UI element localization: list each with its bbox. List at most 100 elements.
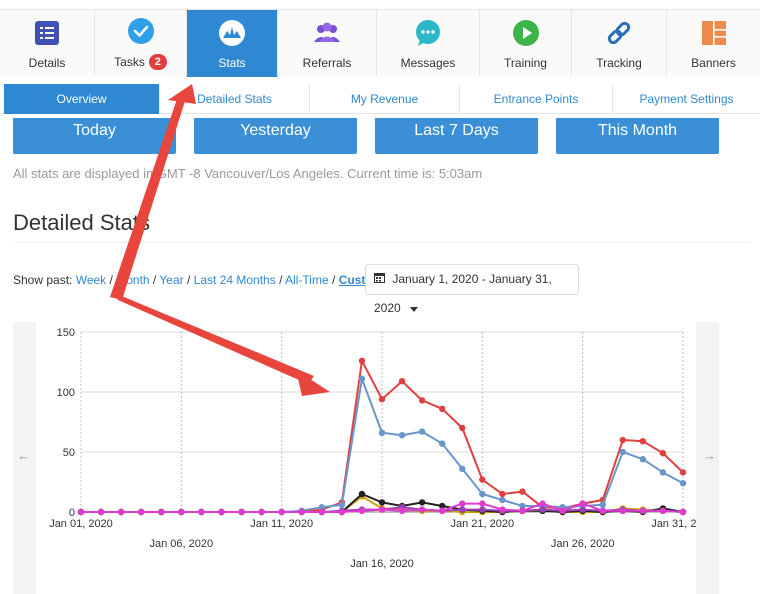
check-circle-icon xyxy=(126,16,156,46)
x-tick-label: Jan 21, 2020 xyxy=(451,518,515,530)
data-point xyxy=(479,500,486,507)
nav-label-tasks: Tasks 2 xyxy=(114,54,167,70)
data-point xyxy=(479,476,486,483)
nav-item-banners[interactable]: Banners xyxy=(667,10,760,77)
data-point xyxy=(679,469,687,476)
data-point xyxy=(138,508,145,516)
data-point xyxy=(499,506,506,513)
data-point xyxy=(439,440,446,447)
nav-item-tracking[interactable]: Tracking xyxy=(572,10,667,77)
data-point xyxy=(499,490,506,498)
data-point xyxy=(97,508,105,516)
data-point xyxy=(418,397,426,404)
data-point xyxy=(519,502,526,510)
data-point xyxy=(358,507,366,514)
data-point xyxy=(378,499,386,506)
data-point xyxy=(439,502,446,510)
data-point xyxy=(579,500,586,507)
subnav-entrance-points[interactable]: Entrance Points xyxy=(460,84,613,114)
yesterday-button[interactable]: Yesterday xyxy=(194,118,357,154)
data-point xyxy=(659,507,667,514)
today-button[interactable]: Today xyxy=(13,118,176,154)
filter-all-time-link[interactable]: All-Time xyxy=(285,273,329,287)
y-tick-label: 150 xyxy=(57,327,75,339)
last-7-days-button[interactable]: Last 7 Days xyxy=(375,118,538,154)
data-point xyxy=(117,508,125,516)
data-point xyxy=(318,504,325,511)
list-icon xyxy=(32,18,62,48)
data-point xyxy=(418,428,426,435)
data-point xyxy=(439,405,446,412)
calendar-icon xyxy=(374,265,385,294)
nav-item-details[interactable]: Details xyxy=(0,10,95,77)
y-tick-label: 0 xyxy=(69,507,75,519)
separator: / xyxy=(332,273,336,287)
nav-item-tasks[interactable]: Tasks 2 xyxy=(95,10,187,77)
separator: / xyxy=(186,273,191,287)
nav-item-referrals[interactable]: Referrals xyxy=(278,10,377,77)
data-point xyxy=(439,507,446,514)
data-point xyxy=(599,501,606,508)
filter-last-24-months-link[interactable]: Last 24 Months xyxy=(193,273,276,287)
data-point xyxy=(459,500,466,507)
data-point xyxy=(378,506,386,513)
filter-week-link[interactable]: Week xyxy=(75,273,107,287)
data-point xyxy=(378,429,386,436)
filter-month-link[interactable]: Month xyxy=(116,273,150,287)
data-point xyxy=(398,378,406,385)
nav-label-referrals: Referrals xyxy=(302,56,352,70)
x-tick-label: Jan 01, 2020 xyxy=(49,518,113,530)
y-tick-label: 100 xyxy=(57,387,75,399)
stats-gauge-icon xyxy=(217,18,247,48)
data-point xyxy=(338,501,346,508)
chart-area: 0 50 100 150 Jan 01, 2020 Jan 06, 2020 Jan 11,… xyxy=(36,322,715,594)
chevron-down-icon xyxy=(410,306,419,312)
data-point xyxy=(198,508,205,516)
top-nav: Details Tasks 2 Stats Referrals Messages xyxy=(0,9,760,77)
x-tick-label: Jan 16, 2020 xyxy=(350,558,414,570)
data-point xyxy=(659,469,667,476)
nav-label-messages: Messages xyxy=(400,56,456,70)
data-point xyxy=(599,507,606,514)
data-point xyxy=(318,508,325,516)
nav-label-tracking: Tracking xyxy=(596,56,642,70)
filter-year-link[interactable]: Year xyxy=(159,273,184,287)
nav-item-training[interactable]: Training xyxy=(480,10,572,77)
data-point xyxy=(338,508,346,516)
subnav-detailed-stats[interactable]: Detailed Stats xyxy=(160,84,310,114)
x-tick-label: Jan 11, 2020 xyxy=(250,518,313,530)
section-title: Detailed Stats xyxy=(13,210,150,235)
subnav-overview[interactable]: Overview xyxy=(4,84,160,114)
data-point xyxy=(378,396,386,403)
data-point xyxy=(619,507,626,514)
data-point xyxy=(639,438,647,445)
data-point xyxy=(298,508,305,516)
data-point xyxy=(539,506,546,513)
data-point xyxy=(358,357,366,364)
data-point xyxy=(559,507,566,514)
data-point xyxy=(459,465,466,472)
date-range-picker[interactable]: January 1, 2020 - January 31, 2020 xyxy=(365,264,579,315)
timezone-note: All stats are displayed in GMT -8 Vancou… xyxy=(13,166,483,181)
play-circle-icon xyxy=(511,18,541,48)
data-point xyxy=(519,507,526,514)
nav-item-messages[interactable]: Messages xyxy=(377,10,480,77)
data-point xyxy=(479,490,486,498)
nav-item-stats[interactable]: Stats xyxy=(187,10,278,77)
chart-prev-arrow-icon[interactable]: ← xyxy=(17,448,30,463)
data-point xyxy=(579,506,586,513)
data-point xyxy=(539,500,546,507)
data-point xyxy=(619,448,626,456)
show-past-filter: Show past: Week / Month / Year / Last 24… xyxy=(13,273,390,287)
chart-next-arrow-icon[interactable]: → xyxy=(703,448,716,463)
subnav-payment-settings[interactable]: Payment Settings xyxy=(639,92,734,106)
separator: / xyxy=(279,273,283,287)
data-point xyxy=(218,508,225,516)
subnav-my-revenue[interactable]: My Revenue xyxy=(310,84,460,114)
this-month-button[interactable]: This Month xyxy=(556,118,719,154)
data-point xyxy=(459,424,466,432)
layout-icon xyxy=(699,18,729,48)
separator: / xyxy=(109,273,113,287)
data-point xyxy=(679,508,687,516)
